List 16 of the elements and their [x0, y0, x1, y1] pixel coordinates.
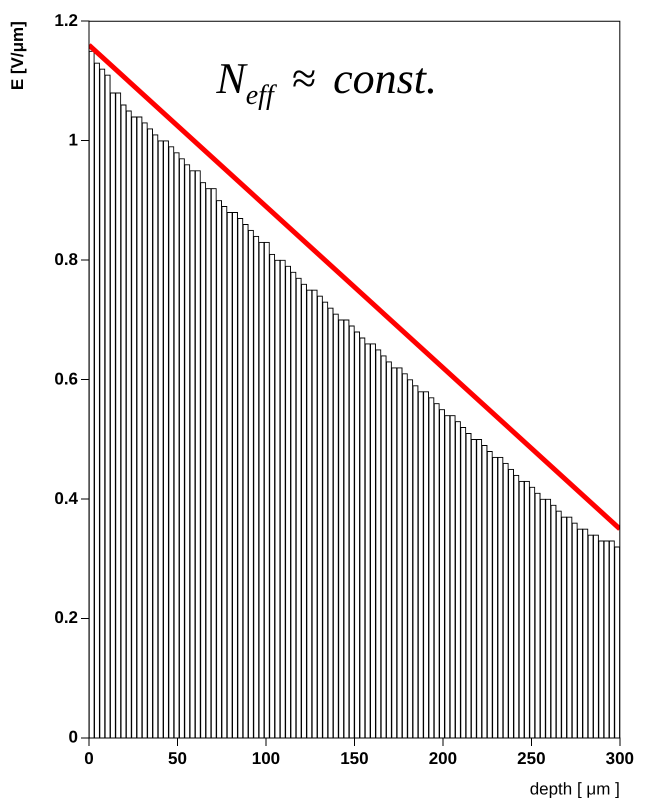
y-axis-title: E [V/μm] — [8, 21, 27, 90]
x-tick-label: 200 — [428, 748, 458, 768]
y-tick-label: 0 — [68, 728, 78, 747]
x-tick-label: 50 — [168, 748, 187, 768]
y-tick-label: 0.8 — [54, 250, 78, 269]
y-tick-label: 0.2 — [54, 608, 78, 628]
x-tick-label: 150 — [340, 748, 369, 768]
x-tick-label: 100 — [252, 748, 280, 768]
x-tick-label: 0 — [84, 748, 94, 768]
y-tick-label: 1.2 — [54, 10, 78, 30]
y-tick-label: 1 — [68, 130, 78, 150]
y-tick-label: 0.4 — [54, 488, 79, 508]
x-tick-label: 250 — [517, 748, 546, 768]
x-axis-title: depth [ μm ] — [530, 779, 620, 798]
y-tick-label: 0.6 — [54, 369, 78, 388]
x-tick-label: 300 — [606, 748, 634, 768]
